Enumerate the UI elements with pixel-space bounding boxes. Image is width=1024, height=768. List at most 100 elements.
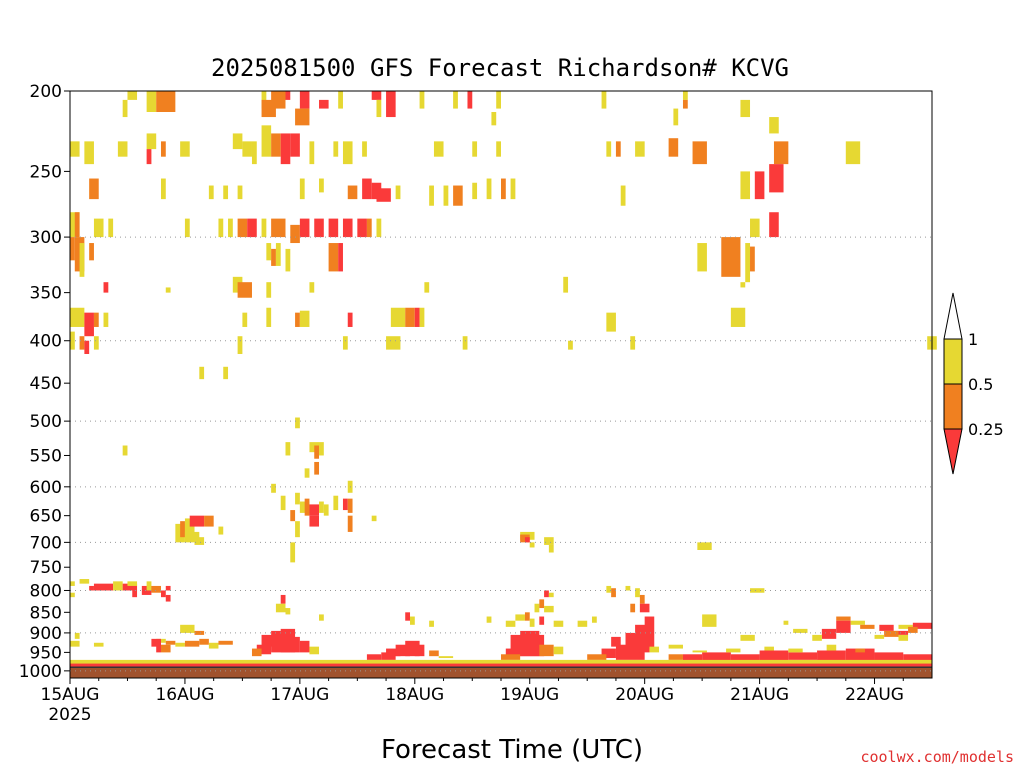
- ri-cell: [721, 237, 741, 277]
- ri-cell: [524, 612, 530, 621]
- ri-cell: [122, 99, 128, 118]
- ri-cell: [697, 542, 712, 550]
- ri-cell: [117, 141, 128, 157]
- ri-cell: [295, 492, 300, 505]
- ri-cell: [70, 581, 75, 586]
- ri-cell: [314, 461, 320, 475]
- ri-cell: [606, 585, 612, 593]
- ri-cell: [261, 99, 276, 118]
- ri-cell: [759, 650, 789, 662]
- ri-cell: [697, 243, 707, 272]
- ri-cell: [189, 515, 205, 527]
- ri-cell: [74, 632, 80, 639]
- ri-cell: [237, 336, 243, 354]
- ri-cell: [295, 312, 300, 327]
- ri-cell: [299, 218, 310, 238]
- ri-cell: [266, 282, 272, 298]
- ri-cell: [371, 515, 377, 522]
- heatmap-cells: [70, 91, 937, 668]
- ri-cell: [184, 518, 195, 538]
- ri-cell: [261, 218, 267, 238]
- ri-cell: [750, 246, 755, 272]
- chart-title: 2025081500 GFS Forecast Richardson# KCVG: [211, 54, 789, 82]
- ri-cell: [180, 624, 195, 633]
- ri-cell: [376, 218, 382, 238]
- ri-cell: [314, 218, 324, 238]
- ri-cell: [544, 537, 554, 545]
- ri-cell: [122, 583, 138, 591]
- ri-cell: [208, 185, 214, 200]
- ri-cell: [635, 588, 640, 598]
- ri-cell: [429, 185, 434, 206]
- ri-cell: [251, 141, 257, 165]
- y-tick-label: 650: [30, 507, 62, 527]
- ri-cell: [443, 185, 449, 206]
- legend-label: 0.5: [968, 375, 993, 394]
- y-tick-label: 550: [30, 446, 62, 466]
- y-tick-label: 850: [30, 603, 62, 623]
- ri-cell: [884, 630, 899, 637]
- ri-cell: [912, 622, 932, 629]
- ri-cell: [606, 312, 616, 332]
- ri-cell: [836, 620, 851, 633]
- ri-cell: [132, 590, 138, 598]
- ri-cell: [386, 648, 401, 657]
- ri-cell: [386, 336, 401, 350]
- ri-cell: [165, 594, 171, 602]
- ri-cell: [165, 287, 171, 293]
- ri-cell: [208, 642, 219, 649]
- ri-cell: [682, 99, 688, 109]
- ri-cell: [366, 654, 382, 660]
- ri-cell: [79, 243, 85, 277]
- x-tick-label: 15AUG: [41, 685, 100, 705]
- ri-cell: [319, 442, 324, 456]
- ri-cell: [347, 185, 358, 200]
- ri-cell: [261, 125, 272, 157]
- ri-cell: [184, 640, 200, 647]
- ri-cell: [84, 141, 94, 165]
- x-axis: 15AUG 16AUG 17AUG 18AUG 19AUG 20AUG 21AUG 22AUG: [41, 678, 904, 705]
- ri-cell: [783, 620, 789, 625]
- ri-cell: [539, 616, 545, 625]
- ri-cell: [702, 614, 717, 627]
- ri-cell: [285, 248, 291, 272]
- ri-cell: [405, 612, 411, 621]
- ri-cell: [769, 164, 784, 193]
- ri-cell: [788, 648, 803, 653]
- ri-cell: [740, 282, 746, 288]
- ri-cell: [242, 141, 252, 157]
- ri-cell: [218, 526, 224, 535]
- x-year-label: 2025: [48, 705, 91, 725]
- ri-cell: [309, 141, 315, 165]
- y-tick-label: 350: [30, 284, 62, 304]
- ri-cell: [793, 628, 808, 633]
- ri-cell: [908, 626, 918, 633]
- ri-cell: [357, 218, 367, 238]
- ri-cell: [151, 585, 161, 593]
- x-tick-label: 18AUG: [385, 685, 444, 705]
- ri-cell: [338, 91, 343, 109]
- ri-cell: [381, 652, 396, 660]
- ri-cell: [199, 366, 205, 380]
- ri-cell: [764, 646, 774, 651]
- ri-cell: [261, 634, 281, 647]
- ri-cell: [160, 178, 166, 200]
- ri-cell: [309, 646, 320, 655]
- x-tick-label: 21AUG: [730, 685, 789, 705]
- ri-cell: [299, 640, 310, 653]
- ri-cell: [319, 614, 324, 621]
- ri-cell: [754, 171, 765, 200]
- ri-cell: [362, 178, 372, 200]
- ri-cell: [79, 579, 90, 584]
- ri-cell: [309, 282, 315, 293]
- ri-cell: [89, 178, 99, 200]
- ri-cell: [280, 594, 286, 604]
- ri-cell: [285, 608, 291, 615]
- ri-cell: [70, 237, 75, 261]
- ri-cell: [247, 218, 257, 238]
- ri-cell: [290, 133, 300, 157]
- ri-cell: [275, 603, 286, 613]
- ri-cell: [295, 417, 300, 429]
- ri-cell: [108, 218, 114, 238]
- ri-cell: [472, 182, 478, 200]
